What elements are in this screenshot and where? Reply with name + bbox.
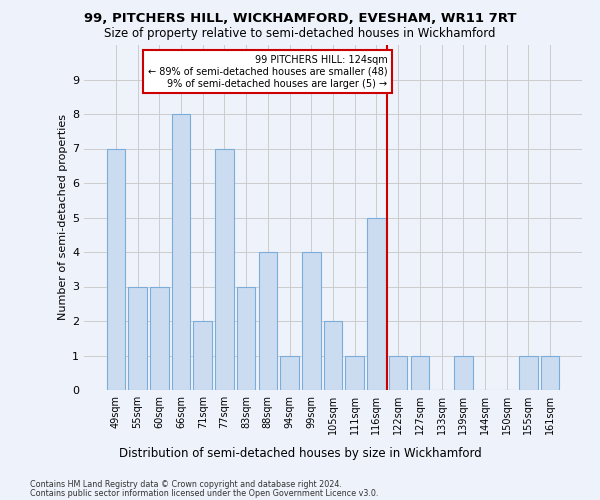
Bar [346, 356, 364, 390]
Bar [541, 356, 559, 390]
Bar [237, 286, 256, 390]
Bar [367, 218, 386, 390]
Bar [172, 114, 190, 390]
Bar [389, 356, 407, 390]
Bar [519, 356, 538, 390]
Text: Contains public sector information licensed under the Open Government Licence v3: Contains public sector information licen… [30, 488, 379, 498]
Bar [215, 148, 233, 390]
Y-axis label: Number of semi-detached properties: Number of semi-detached properties [58, 114, 68, 320]
Text: 99, PITCHERS HILL, WICKHAMFORD, EVESHAM, WR11 7RT: 99, PITCHERS HILL, WICKHAMFORD, EVESHAM,… [84, 12, 516, 26]
Bar [150, 286, 169, 390]
Bar [280, 356, 299, 390]
Bar [410, 356, 429, 390]
Text: Size of property relative to semi-detached houses in Wickhamford: Size of property relative to semi-detach… [104, 28, 496, 40]
Text: 99 PITCHERS HILL: 124sqm
← 89% of semi-detached houses are smaller (48)
9% of se: 99 PITCHERS HILL: 124sqm ← 89% of semi-d… [148, 56, 387, 88]
Bar [454, 356, 473, 390]
Bar [302, 252, 320, 390]
Bar [128, 286, 147, 390]
Bar [259, 252, 277, 390]
Text: Distribution of semi-detached houses by size in Wickhamford: Distribution of semi-detached houses by … [119, 448, 481, 460]
Bar [193, 321, 212, 390]
Bar [324, 321, 342, 390]
Bar [107, 148, 125, 390]
Text: Contains HM Land Registry data © Crown copyright and database right 2024.: Contains HM Land Registry data © Crown c… [30, 480, 342, 489]
